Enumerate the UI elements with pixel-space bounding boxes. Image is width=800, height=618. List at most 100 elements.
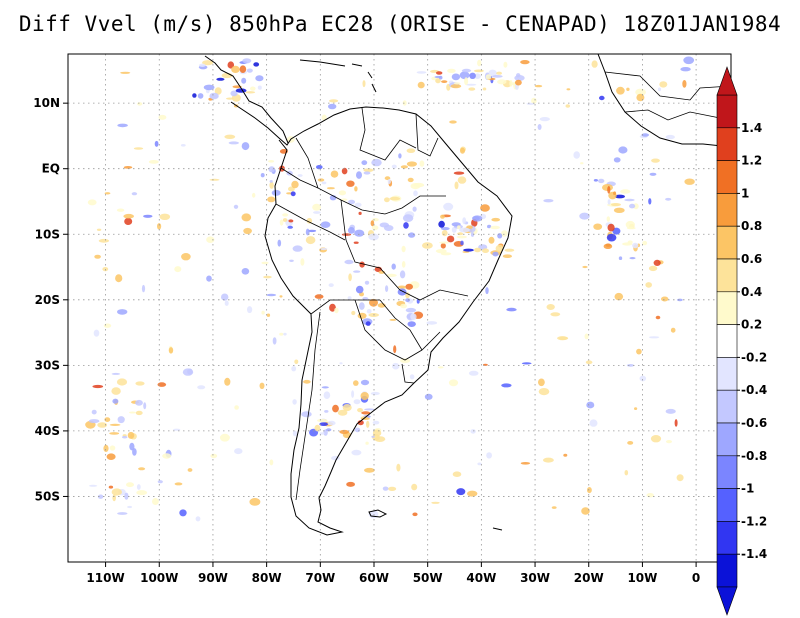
anomaly-patch [197, 93, 204, 99]
anomaly-patch [514, 75, 525, 81]
anomaly-patch [363, 168, 374, 172]
anomaly-patch [497, 233, 503, 239]
anomaly-patch [485, 287, 489, 295]
anomaly-patch [253, 62, 260, 67]
anomaly-patch [593, 223, 603, 230]
anomaly-patch [339, 429, 350, 434]
anomaly-patch [496, 71, 502, 75]
anomaly-patch [586, 401, 595, 409]
anomaly-patch [316, 165, 323, 170]
anomaly-patch [162, 453, 172, 459]
anomaly-field [85, 56, 695, 522]
anomaly-patch [279, 295, 283, 298]
anomaly-patch [410, 313, 417, 321]
anomaly-patch [370, 391, 380, 396]
anomaly-patch [543, 457, 554, 463]
colorbar-swatch [716, 389, 738, 424]
anomaly-patch [436, 71, 443, 75]
anomaly-patch [636, 348, 642, 355]
anomaly-patch [587, 487, 592, 494]
anomaly-patch [398, 153, 402, 159]
anomaly-patch [401, 245, 406, 253]
anomaly-patch [320, 221, 331, 228]
anomaly-patch [104, 192, 111, 195]
anomaly-patch [438, 75, 443, 80]
anomaly-patch [131, 192, 138, 196]
anomaly-patch [515, 79, 522, 86]
anomaly-patch [266, 313, 271, 317]
anomaly-patch [199, 63, 206, 67]
anomaly-patch [203, 84, 215, 91]
anomaly-patch [435, 78, 441, 84]
anomaly-patch [354, 229, 365, 237]
anomaly-patch [263, 275, 272, 279]
anomaly-patch [451, 73, 461, 81]
anomaly-patch [466, 83, 477, 86]
anomaly-patch [330, 170, 339, 178]
africa-coast [597, 54, 731, 149]
anomaly-patch [323, 391, 331, 400]
anomaly-patch [159, 213, 171, 220]
colorbar-swatch [716, 324, 738, 358]
anomaly-patch [366, 420, 370, 428]
anomaly-patch [405, 298, 410, 302]
anomaly-patch [234, 448, 243, 455]
anomaly-patch [112, 494, 116, 502]
anomaly-patch [439, 241, 450, 244]
falkland-islands [368, 509, 388, 518]
anomaly-patch [683, 56, 695, 65]
anomaly-patch [126, 482, 134, 488]
south-georgia [492, 527, 503, 531]
anomaly-patch [636, 93, 645, 102]
anomaly-patch [469, 72, 476, 80]
anomaly-patch [459, 227, 470, 233]
anomaly-patch [317, 178, 325, 182]
anomaly-patch [503, 61, 508, 68]
anomaly-patch [452, 471, 462, 478]
anomaly-patch [400, 358, 411, 364]
x-tick-label: 100W [140, 571, 178, 585]
x-tick-label: 90W [198, 571, 228, 585]
anomaly-patch [324, 410, 329, 413]
anomaly-patch [462, 217, 467, 225]
anomaly-patch [326, 187, 335, 190]
map-title: Diff Vvel (m/s) 850hPa EC28 (ORISE - CEN… [18, 12, 782, 36]
colorbar-swatch [716, 488, 738, 522]
anomaly-patch [618, 256, 623, 261]
anomaly-patch [197, 385, 206, 390]
anomaly-patch [320, 247, 328, 251]
colorbar-swatch [716, 455, 738, 489]
anomaly-patch [341, 167, 348, 175]
anomaly-patch [400, 303, 407, 309]
anomaly-patch [607, 186, 611, 194]
anomaly-patch [255, 75, 264, 82]
anomaly-patch [314, 424, 321, 432]
anomaly-patch [391, 263, 396, 270]
anomaly-patch [268, 160, 275, 163]
anomaly-patch [279, 219, 284, 226]
anomaly-patch [123, 166, 133, 169]
country-borders [275, 71, 731, 501]
anomaly-patch [389, 318, 397, 321]
anomaly-patch [88, 484, 98, 487]
anomaly-patch [116, 378, 128, 386]
anomaly-patch [340, 198, 348, 201]
anomaly-patch [384, 197, 390, 203]
anomaly-patch [290, 191, 296, 197]
anomaly-patch [648, 336, 660, 339]
x-tick-label: 60W [359, 571, 389, 585]
anomaly-patch [441, 230, 448, 237]
y-tick-label: 10S [35, 227, 60, 241]
colorbar-label: -1 [741, 482, 754, 496]
anomaly-patch [117, 123, 128, 128]
anomaly-patch [174, 482, 183, 486]
anomaly-patch [492, 75, 503, 78]
anomaly-patch [347, 296, 352, 300]
anomaly-patch [267, 196, 276, 203]
anomaly-patch [406, 161, 417, 167]
anomaly-patch [206, 275, 212, 282]
anomaly-patch [388, 486, 397, 491]
anomaly-patch [109, 423, 121, 426]
anomaly-patch [482, 87, 487, 91]
